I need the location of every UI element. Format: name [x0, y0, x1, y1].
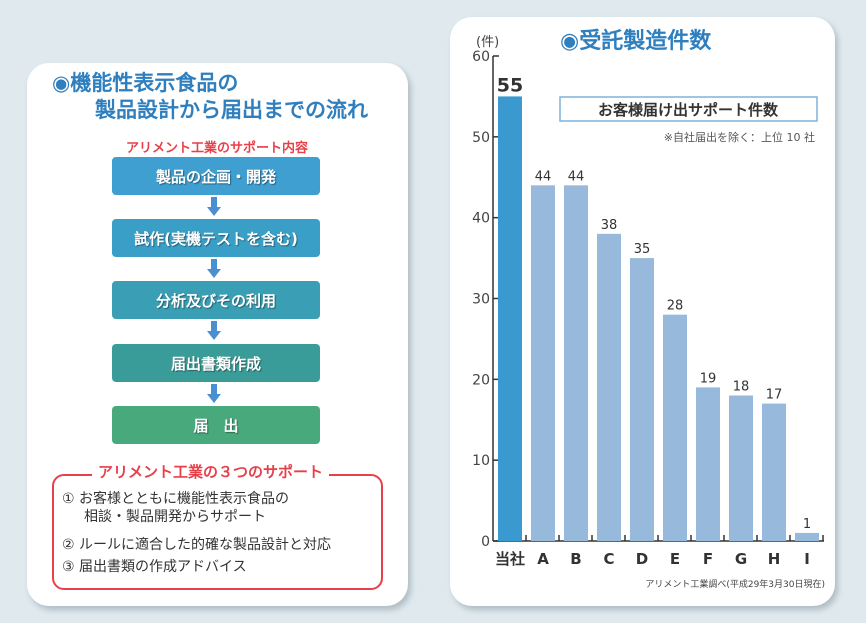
chart-note: ※自社届出を除く：上位 10 社 — [664, 130, 815, 144]
data-label: 35 — [634, 242, 651, 257]
flow-step: 製品の企画・開発 — [112, 157, 320, 195]
down-arrow-icon — [207, 259, 221, 279]
x-tick-label: 当社 — [495, 550, 525, 568]
x-tick-label: B — [570, 550, 581, 568]
bar — [531, 185, 555, 542]
data-label: 38 — [601, 218, 618, 233]
flow-step: 分析及びその利用 — [112, 281, 320, 319]
flow-title-line2: 製品設計から届出までの流れ — [95, 98, 368, 122]
bar — [498, 96, 522, 542]
down-arrow-icon — [207, 384, 221, 404]
x-tick-label: A — [537, 550, 549, 568]
bar — [564, 185, 588, 542]
y-tick-label: 40 — [472, 211, 490, 227]
flow-title-line1: ◉機能性表示食品の — [52, 71, 239, 95]
data-label: 55 — [497, 74, 523, 96]
chart-title: ◉受託製造件数 — [560, 28, 712, 54]
point-text: お客様とともに機能性表示食品の — [79, 491, 290, 507]
y-tick-label: 20 — [472, 372, 490, 388]
x-tick-label: C — [603, 550, 614, 568]
point-1: ① お客様とともに機能性表示食品の相談・製品開発からサポート — [62, 490, 289, 526]
x-tick-label: E — [670, 550, 680, 568]
point-3: ③ 届出書類の作成アドバイス — [62, 558, 247, 576]
y-tick-label: 50 — [472, 130, 490, 146]
bar — [696, 387, 720, 541]
legend-box — [559, 96, 818, 122]
x-tick-label: D — [636, 550, 648, 568]
bar — [795, 532, 819, 541]
x-tick-label: F — [703, 550, 713, 568]
chart-subtitle: お客様届け出サポート件数 — [598, 101, 779, 119]
data-label: 18 — [733, 380, 750, 395]
y-tick-label: 60 — [472, 49, 490, 65]
point-text: ルールに適合した的確な製品設計と対応 — [79, 537, 332, 553]
point-text-line2: 相談・製品開発からサポート — [84, 509, 266, 525]
down-arrow-icon — [207, 321, 221, 341]
flow-step: 届 出 — [112, 406, 320, 444]
support-title: アリメント工業の３つのサポート — [92, 461, 330, 482]
support-label: アリメント工業のサポート内容 — [125, 141, 308, 156]
point-number: ② — [62, 537, 75, 553]
x-tick-label: I — [804, 550, 810, 568]
y-axis-unit: (件) — [476, 35, 499, 50]
data-label: 44 — [535, 169, 552, 184]
bar — [762, 403, 786, 541]
chart-source: アリメント工業調べ(平成29年3月30日現在) — [645, 578, 825, 590]
down-arrow-icon — [207, 197, 221, 217]
data-label: 44 — [568, 169, 585, 184]
point-text: 届出書類の作成アドバイス — [79, 559, 247, 575]
data-label: 19 — [700, 371, 717, 386]
x-tick-label: H — [768, 550, 781, 568]
y-tick-label: 0 — [481, 534, 490, 550]
bar — [630, 258, 654, 541]
bar — [729, 395, 753, 541]
y-tick-label: 10 — [472, 453, 490, 469]
data-label: 1 — [803, 517, 811, 532]
y-tick-label: 30 — [472, 292, 490, 308]
data-label: 28 — [667, 299, 684, 314]
point-2: ② ルールに適合した的確な製品設計と対応 — [62, 536, 331, 554]
x-tick-label: G — [735, 550, 747, 568]
bar — [597, 233, 621, 542]
data-label: 17 — [766, 388, 783, 403]
bar — [663, 314, 687, 541]
point-number: ① — [62, 491, 75, 507]
point-number: ③ — [62, 559, 75, 575]
flow-step: 試作(実機テストを含む) — [112, 219, 320, 257]
flow-step: 届出書類作成 — [112, 344, 320, 382]
